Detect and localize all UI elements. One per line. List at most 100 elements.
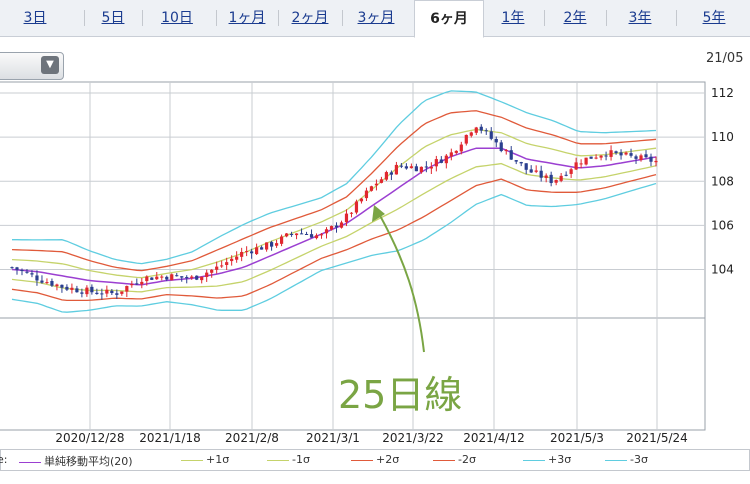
candle-body xyxy=(474,127,478,133)
legend-label: +3σ xyxy=(548,453,572,466)
date-range-label: 21/05 xyxy=(706,51,744,66)
tab-separator xyxy=(278,10,279,26)
candle-body xyxy=(205,272,209,277)
candle-body xyxy=(40,280,44,283)
candle-body xyxy=(160,276,164,278)
candle-body xyxy=(225,262,229,265)
candle-body xyxy=(594,157,598,159)
candle-body xyxy=(319,234,324,236)
legend-swatch xyxy=(605,459,627,461)
candle-body xyxy=(614,151,618,153)
legend-swatch xyxy=(19,461,41,463)
candle-body xyxy=(150,277,154,280)
legend-item: -3σ xyxy=(605,453,648,466)
tab-1[interactable]: 5日 xyxy=(101,10,125,26)
x-tick-label: 2021/5/3 xyxy=(550,431,604,445)
candle-body xyxy=(250,251,254,254)
candle-body xyxy=(115,293,119,295)
candle-body xyxy=(654,160,658,163)
candle-body xyxy=(260,247,264,250)
candle-body xyxy=(604,155,608,157)
tab-4[interactable]: 2ヶ月 xyxy=(291,10,329,26)
legend-swatch xyxy=(267,459,289,461)
candle-body xyxy=(279,236,284,244)
tab-3[interactable]: 1ヶ月 xyxy=(228,10,266,26)
y-tick-label: 106 xyxy=(711,218,734,232)
chart-type-select[interactable]: ▼ xyxy=(0,52,64,80)
candle-body xyxy=(639,155,643,160)
candle-body xyxy=(75,288,79,293)
candle-body xyxy=(404,166,408,169)
tab-2[interactable]: 10日 xyxy=(161,10,193,26)
candle-body xyxy=(329,226,334,230)
candle-body xyxy=(434,159,438,167)
tab-8[interactable]: 2年 xyxy=(563,10,587,26)
tab-separator xyxy=(142,10,143,26)
candle-body xyxy=(314,235,319,239)
candle-body xyxy=(449,152,453,157)
candle-body xyxy=(145,276,149,282)
legend-swatch xyxy=(523,459,545,461)
candle-body xyxy=(469,132,473,136)
legend-swatch xyxy=(433,459,455,461)
candle-body xyxy=(70,287,74,290)
x-tick-label: 2021/3/1 xyxy=(306,431,360,445)
candle-body xyxy=(524,163,528,170)
candle-body xyxy=(155,276,159,280)
candle-body xyxy=(15,267,19,270)
legend-item: -2σ xyxy=(433,453,476,466)
candle-body xyxy=(389,172,394,175)
candle-body xyxy=(439,159,443,163)
candle-body xyxy=(624,152,628,155)
price-panel xyxy=(0,81,706,319)
sma-line xyxy=(11,147,657,286)
candle-body xyxy=(459,144,463,152)
chevron-down-icon[interactable]: ▼ xyxy=(41,56,59,74)
candle-body xyxy=(644,154,648,158)
candle-body xyxy=(564,174,568,176)
y-tick-label: 110 xyxy=(711,130,734,144)
candle-body xyxy=(190,276,194,278)
candle-body xyxy=(294,233,299,236)
candle-body xyxy=(559,175,563,181)
legend-item: +2σ xyxy=(351,453,399,466)
candle-body xyxy=(10,267,14,269)
candle-body xyxy=(200,276,204,281)
candle-body xyxy=(95,292,99,295)
candle-body xyxy=(424,166,428,168)
x-tick-label: 2021/2/8 xyxy=(225,431,279,445)
candle-body xyxy=(529,169,533,173)
tab-5[interactable]: 3ヶ月 xyxy=(357,10,395,26)
tab-7[interactable]: 1年 xyxy=(501,10,525,26)
legend-item: -1σ xyxy=(267,453,310,466)
legend-swatch xyxy=(181,459,203,461)
candle-body xyxy=(479,126,483,131)
candle-body xyxy=(85,287,89,295)
price-chart: 2020/12/28 2021/1/18 2021/2/8 2021/3/1 2021/… xyxy=(0,81,734,445)
candle-body xyxy=(175,275,179,277)
candle-body xyxy=(180,276,184,278)
candle-body xyxy=(569,169,573,174)
candle-body xyxy=(105,289,109,294)
candle-body xyxy=(339,222,344,228)
period-tabs: 3日 5日 10日 1ヶ月 2ヶ月 3ヶ月 6ヶ月 1年 2年 3年 5年 xyxy=(0,0,750,38)
candle-body xyxy=(170,274,174,281)
candle-body xyxy=(274,243,279,246)
tab-6[interactable]: 6ヶ月 xyxy=(414,0,484,38)
candle-body xyxy=(484,130,488,132)
candle-body xyxy=(215,266,219,270)
legend-label: +2σ xyxy=(376,453,400,466)
tab-0[interactable]: 3日 xyxy=(23,10,47,26)
candle-body xyxy=(165,276,169,280)
candle-body xyxy=(534,170,538,172)
tab-9[interactable]: 3年 xyxy=(628,10,652,26)
legend-prefix: e: xyxy=(0,453,8,466)
tab-separator xyxy=(84,10,85,26)
candle-body xyxy=(110,290,114,294)
candle-body xyxy=(634,156,638,159)
candle-body xyxy=(324,229,329,234)
tab-10[interactable]: 5年 xyxy=(702,10,726,26)
candle-body xyxy=(394,164,399,175)
annotation-arrow xyxy=(377,211,425,353)
minus-1-sigma-line xyxy=(11,162,657,293)
